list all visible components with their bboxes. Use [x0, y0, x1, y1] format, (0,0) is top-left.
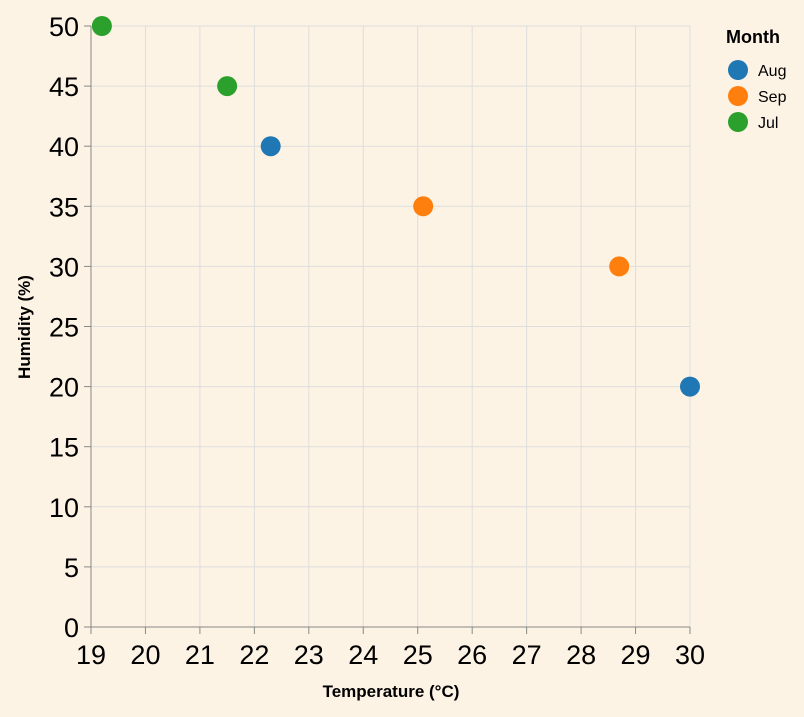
x-tick-label: 28	[566, 640, 596, 670]
legend-label-sep: Sep	[758, 89, 787, 106]
y-tick-label: 25	[49, 313, 79, 343]
legend-label-aug: Aug	[758, 63, 786, 80]
legend-swatch-aug	[728, 60, 748, 80]
grid-layer	[90, 25, 691, 628]
data-point-sep	[413, 196, 434, 217]
y-tick-label: 40	[49, 132, 79, 162]
x-tick-label: 30	[675, 640, 705, 670]
legend-swatch-jul	[728, 112, 748, 132]
x-tick-label: 23	[294, 640, 324, 670]
axis-layer: 19 20 21 22 23 24 25 26 27 28 29 30 0 5 10 15 20 25 30 35 40…	[49, 12, 705, 670]
x-tick-label: 21	[185, 640, 215, 670]
data-point-jul	[91, 16, 112, 36]
y-axis-title: Humidity (%)	[15, 275, 34, 379]
x-tick-label: 25	[403, 640, 433, 670]
x-tick-label: 20	[130, 640, 160, 670]
legend-label-jul: Jul	[758, 115, 778, 132]
x-tick-label: 29	[621, 640, 651, 670]
y-tick-label: 10	[49, 493, 79, 523]
legend: Month Aug Sep Jul	[726, 27, 787, 132]
data-points	[91, 16, 700, 397]
legend-swatch-sep	[728, 86, 748, 106]
data-point-aug	[680, 376, 700, 397]
y-tick-label: 15	[49, 433, 79, 463]
legend-title: Month	[726, 27, 780, 47]
x-tick-label: 27	[512, 640, 542, 670]
data-point-jul	[217, 76, 238, 97]
x-tick-label: 22	[239, 640, 269, 670]
y-tick-label: 35	[49, 192, 79, 222]
x-tick-label: 24	[348, 640, 378, 670]
data-point-aug	[260, 136, 281, 157]
y-tick-label: 5	[64, 553, 79, 583]
y-tick-label: 20	[49, 373, 79, 403]
x-tick-label: 19	[76, 640, 106, 670]
y-tick-label: 45	[49, 72, 79, 102]
data-point-sep	[609, 256, 630, 277]
y-tick-label: 50	[49, 12, 79, 42]
y-tick-label: 30	[49, 252, 79, 282]
y-tick-label: 0	[64, 613, 79, 643]
x-axis-title: Temperature (°C)	[323, 682, 460, 701]
legend-items: Aug Sep Jul	[728, 60, 787, 132]
x-tick-label: 26	[457, 640, 487, 670]
